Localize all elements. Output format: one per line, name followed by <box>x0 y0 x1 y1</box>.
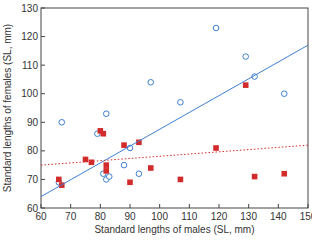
square-point <box>56 177 62 183</box>
x-tick <box>159 204 160 208</box>
x-tick <box>100 204 101 208</box>
circle-point <box>121 162 127 168</box>
y-tick-label: 80 <box>27 145 39 156</box>
x-tick <box>278 204 279 208</box>
x-tick-label: 100 <box>151 211 168 222</box>
x-tick <box>41 204 42 208</box>
circle-point <box>136 171 142 177</box>
x-axis-label: Standard lengths of males (SL, mm) <box>94 224 254 235</box>
y-tick <box>41 93 45 94</box>
circle-point <box>243 54 249 60</box>
x-tick-label: 140 <box>270 211 287 222</box>
square-point <box>252 174 258 180</box>
square-point <box>178 177 184 183</box>
y-tick <box>41 179 45 180</box>
y-tick <box>41 208 45 209</box>
square-point <box>243 82 249 88</box>
circle-point <box>281 91 287 97</box>
y-axis-label: Standard lengths of females (SL, mm) <box>2 24 13 192</box>
y-tick <box>41 8 45 9</box>
square-point <box>121 142 127 148</box>
trend-line <box>41 145 308 165</box>
y-tick <box>41 36 45 37</box>
x-tick <box>308 204 309 208</box>
x-tick-label: 130 <box>240 211 257 222</box>
y-tick-label: 110 <box>22 60 38 71</box>
x-tick <box>70 204 71 208</box>
y-tick <box>41 65 45 66</box>
circle-point <box>59 119 65 125</box>
trend-line <box>41 45 308 196</box>
x-tick-label: 120 <box>211 211 228 222</box>
x-tick <box>248 204 249 208</box>
y-tick <box>41 122 45 123</box>
square-point <box>213 145 219 151</box>
y-tick-label: 60 <box>27 203 39 214</box>
circle-point <box>103 111 109 117</box>
circle-point <box>178 99 184 105</box>
y-tick-label: 130 <box>21 3 38 14</box>
x-tick-label: 90 <box>124 211 136 222</box>
circle-point <box>213 25 219 31</box>
x-tick <box>219 204 220 208</box>
square-point <box>281 171 287 177</box>
square-point <box>101 131 107 137</box>
x-tick-label: 80 <box>95 211 107 222</box>
x-tick-label: 110 <box>181 211 197 222</box>
x-tick-label: 70 <box>65 211 77 222</box>
y-tick-label: 90 <box>27 117 39 128</box>
y-tick-label: 120 <box>21 31 38 42</box>
circle-point <box>106 174 112 180</box>
x-tick <box>130 204 131 208</box>
chart: 6070809010011012013014015060708090100110… <box>0 0 312 240</box>
x-tick <box>189 204 190 208</box>
plot-marks <box>41 25 308 196</box>
square-point <box>103 162 109 168</box>
square-point <box>148 165 154 171</box>
y-tick-label: 70 <box>27 174 39 185</box>
square-point <box>89 159 95 165</box>
plot-frame <box>41 8 308 208</box>
square-point <box>103 168 109 174</box>
circle-point <box>148 79 154 85</box>
y-tick <box>41 150 45 151</box>
square-point <box>127 179 133 185</box>
x-tick-label: 150 <box>300 211 312 222</box>
y-tick-label: 100 <box>21 88 38 99</box>
